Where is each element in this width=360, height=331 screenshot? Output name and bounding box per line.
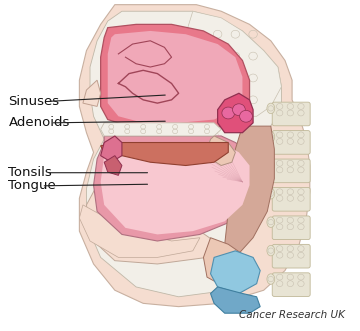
- Polygon shape: [108, 31, 242, 123]
- Ellipse shape: [267, 245, 275, 256]
- Polygon shape: [211, 287, 260, 313]
- Polygon shape: [186, 11, 282, 116]
- Circle shape: [233, 104, 245, 116]
- FancyBboxPatch shape: [272, 187, 310, 211]
- Polygon shape: [225, 126, 274, 258]
- Text: Tonsils: Tonsils: [9, 166, 52, 179]
- Polygon shape: [101, 143, 249, 234]
- Polygon shape: [101, 136, 122, 162]
- Polygon shape: [101, 24, 249, 129]
- Polygon shape: [218, 93, 253, 133]
- Polygon shape: [86, 185, 214, 264]
- Text: Adenoids: Adenoids: [9, 116, 70, 129]
- Polygon shape: [83, 80, 101, 107]
- Text: Sinuses: Sinuses: [9, 95, 60, 108]
- Polygon shape: [211, 251, 260, 294]
- Polygon shape: [104, 156, 122, 175]
- Polygon shape: [101, 123, 221, 136]
- Ellipse shape: [267, 274, 275, 284]
- Polygon shape: [101, 143, 228, 166]
- FancyBboxPatch shape: [272, 216, 310, 240]
- Polygon shape: [203, 238, 249, 287]
- Polygon shape: [94, 136, 257, 241]
- Polygon shape: [86, 11, 282, 297]
- Ellipse shape: [267, 217, 275, 227]
- FancyBboxPatch shape: [272, 131, 310, 154]
- Ellipse shape: [267, 160, 275, 170]
- FancyBboxPatch shape: [272, 102, 310, 126]
- Polygon shape: [207, 136, 235, 166]
- FancyBboxPatch shape: [272, 273, 310, 297]
- Polygon shape: [79, 5, 310, 307]
- Circle shape: [240, 110, 252, 122]
- Ellipse shape: [267, 103, 275, 114]
- Text: Tongue: Tongue: [9, 179, 56, 192]
- Ellipse shape: [267, 188, 275, 199]
- Polygon shape: [79, 205, 200, 258]
- Circle shape: [222, 107, 235, 119]
- Ellipse shape: [267, 132, 275, 142]
- FancyBboxPatch shape: [272, 244, 310, 268]
- FancyBboxPatch shape: [272, 159, 310, 183]
- Text: Cancer Research UK: Cancer Research UK: [239, 310, 345, 320]
